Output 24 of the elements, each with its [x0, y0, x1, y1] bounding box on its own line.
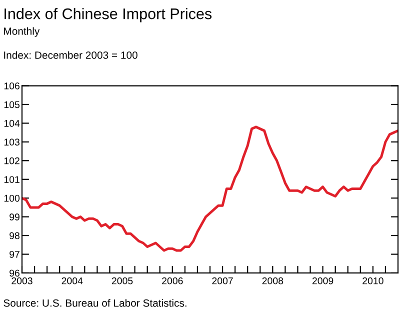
- y-tick-label: 105: [4, 101, 20, 108]
- chart-subtitle: Monthly: [4, 27, 40, 37]
- y-tick-label: 103: [4, 138, 20, 146]
- y-tick-label: 100: [4, 194, 20, 202]
- y-tick-label: 101: [4, 176, 20, 183]
- x-tick-label: 2004: [62, 277, 83, 284]
- source-note: Source: U.S. Bureau of Labor Statistics.: [4, 299, 186, 307]
- y-tick-label: 96: [10, 270, 20, 277]
- y-tick-label: 106: [4, 82, 20, 90]
- chart-title: Index of Chinese Import Prices: [4, 8, 212, 22]
- x-tick-label: 2007: [212, 277, 233, 284]
- y-tick-label: 98: [10, 232, 20, 240]
- line-series: [22, 126, 398, 252]
- text: Index: December 2003 = 100: [4, 51, 138, 59]
- x-tick-label: 2009: [312, 277, 334, 284]
- x-tick-label: 2010: [362, 277, 384, 284]
- y-tick-label: 104: [4, 120, 20, 127]
- y-tick-label: 102: [4, 157, 20, 164]
- x-tick-label: 2003: [12, 277, 32, 284]
- x-tick-label: 2006: [162, 277, 183, 284]
- x-tick-label: 2005: [112, 277, 133, 284]
- x-tick-label: 2008: [262, 277, 284, 284]
- y-tick-label: 97: [10, 250, 20, 258]
- y-tick-label: 99: [10, 214, 20, 220]
